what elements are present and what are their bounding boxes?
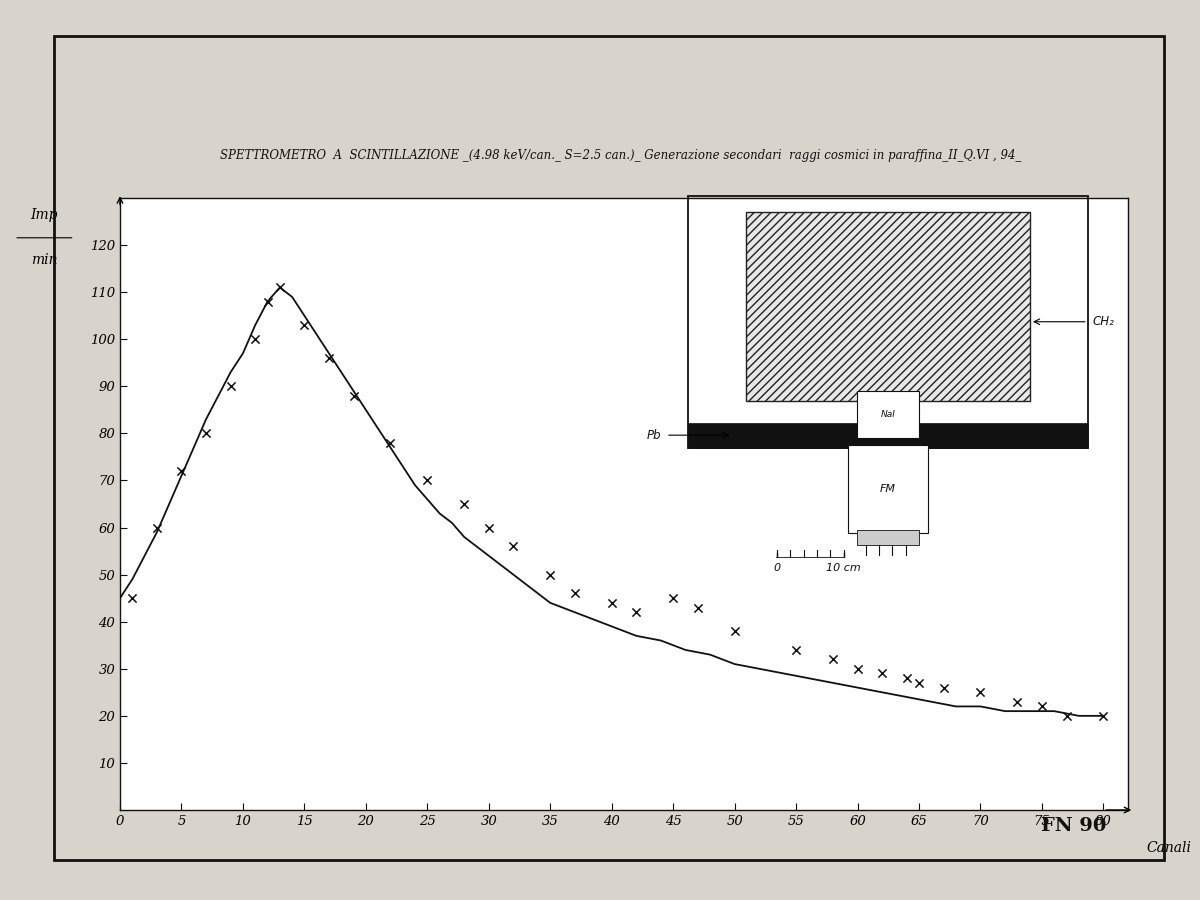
Point	[418, 473, 437, 488]
Point	[221, 379, 240, 393]
Point	[541, 567, 560, 581]
Text: SPETTROMETRO  A  SCINTILLAZIONE _(4.98 keV/can._ S=2.5 can.)_ Generazione second: SPETTROMETRO A SCINTILLAZIONE _(4.98 keV…	[221, 148, 1021, 162]
Point	[898, 671, 917, 686]
Point	[270, 280, 289, 294]
Point	[1057, 708, 1076, 723]
Point	[1008, 695, 1027, 709]
Text: FN 90: FN 90	[1042, 817, 1106, 835]
Bar	[689, 423, 1088, 448]
Point	[971, 685, 990, 699]
Text: Pb: Pb	[647, 428, 661, 442]
Point	[910, 676, 929, 690]
Text: 0: 0	[774, 562, 780, 572]
Point	[479, 520, 498, 535]
Point	[319, 351, 338, 365]
Bar	[857, 391, 919, 438]
Point	[1094, 708, 1114, 723]
Text: FM: FM	[880, 483, 896, 494]
Point	[934, 680, 953, 695]
Point	[626, 605, 646, 619]
Point	[688, 600, 707, 615]
Point	[172, 464, 191, 478]
Text: NaI: NaI	[881, 410, 895, 419]
Point	[602, 596, 622, 610]
Point	[258, 294, 277, 309]
Bar	[848, 445, 928, 533]
Point	[823, 652, 842, 667]
Point	[455, 497, 474, 511]
Point	[872, 666, 892, 680]
Text: Imp: Imp	[31, 209, 58, 222]
Bar	[746, 212, 1030, 400]
Point	[295, 318, 314, 332]
Text: Canali: Canali	[1146, 841, 1192, 855]
Bar	[857, 529, 919, 545]
Text: min: min	[31, 253, 58, 267]
Point	[786, 643, 805, 657]
Bar	[689, 196, 1088, 448]
Point	[848, 662, 868, 676]
Point	[1032, 699, 1051, 714]
Point	[725, 624, 744, 638]
Point	[122, 591, 142, 606]
Text: CH₂: CH₂	[1092, 315, 1114, 328]
Point	[565, 586, 584, 600]
Point	[344, 389, 364, 403]
Text: 10 cm: 10 cm	[827, 562, 860, 572]
Point	[246, 332, 265, 347]
Point	[664, 591, 683, 606]
Point	[504, 539, 523, 554]
Point	[197, 427, 216, 441]
Point	[380, 436, 400, 450]
Point	[148, 520, 167, 535]
